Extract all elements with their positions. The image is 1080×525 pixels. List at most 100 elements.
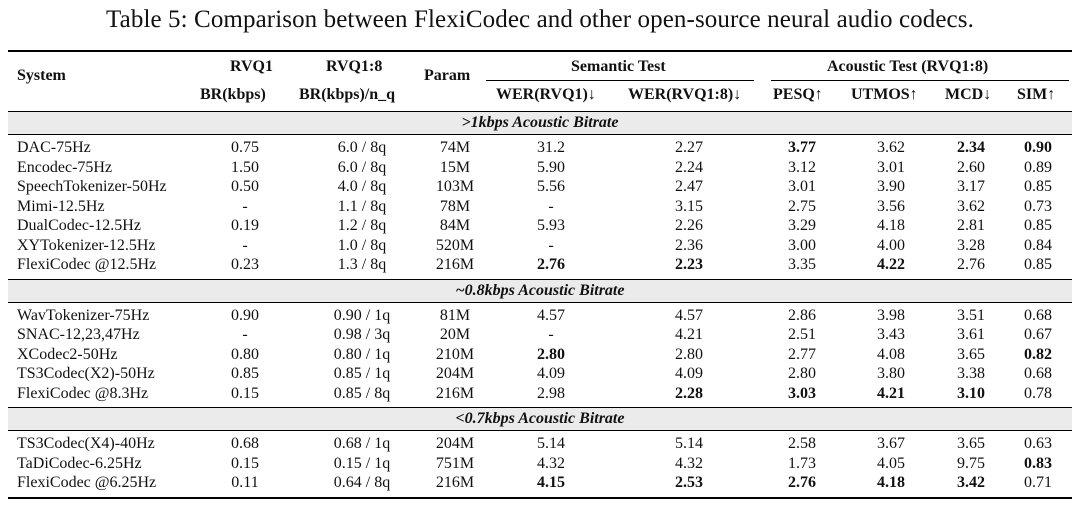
table-row: FlexiCodec @8.3Hz 0.15 0.85 / 8q 216M 2.98 2.… bbox=[8, 384, 1072, 404]
cell-rvq18: 0.64 / 8q bbox=[333, 474, 391, 491]
cell-pesq: 3.12 bbox=[788, 158, 816, 176]
table-caption: Table 5: Comparison between FlexiCodec a… bbox=[106, 6, 974, 33]
cell-mcd: 2.76 bbox=[957, 256, 985, 273]
cell-pesq: 2.76 bbox=[788, 474, 816, 491]
cell-mcd: 3.65 bbox=[957, 435, 985, 452]
cell-param: 103M bbox=[435, 178, 475, 195]
cell-rvq18: 0.80 / 1q bbox=[333, 345, 391, 363]
cell-wer18: 2.24 bbox=[675, 158, 703, 176]
group-rule bbox=[8, 407, 1072, 408]
cell-param: 81M bbox=[439, 306, 471, 324]
table-row: DualCodec-12.5Hz 0.19 1.2 / 8q 84M 5.93 2.26 3… bbox=[8, 216, 1072, 236]
header-acoustic-test: Acoustic Test (RVQ1:8) bbox=[827, 58, 989, 75]
cell-pesq: 3.03 bbox=[788, 384, 816, 402]
header-rvq18-bottom: BR(kbps)/n_q bbox=[299, 86, 396, 103]
cell-rvq18: 1.3 / 8q bbox=[337, 256, 387, 273]
header-wer-rvq18: WER(RVQ1:8)↓ bbox=[628, 86, 742, 103]
bottom-rule bbox=[8, 496, 1072, 499]
cell-rvq18: 0.68 / 1q bbox=[333, 435, 391, 452]
cell-system: TaDiCodec-6.25Hz bbox=[17, 454, 142, 472]
cell-system: XCodec2-50Hz bbox=[17, 345, 118, 363]
cell-rvq18: 6.0 / 8q bbox=[337, 158, 387, 176]
cell-pesq: 3.00 bbox=[788, 236, 816, 254]
cell-utmos: 3.98 bbox=[877, 306, 905, 324]
cell-param: 84M bbox=[439, 217, 471, 234]
cell-rvq18: 0.85 / 1q bbox=[333, 365, 391, 382]
cell-param: 210M bbox=[435, 345, 475, 363]
cell-param: 751M bbox=[435, 454, 475, 472]
cell-rvq18: 1.0 / 8q bbox=[337, 236, 387, 254]
header-utmos: UTMOS↑ bbox=[851, 86, 918, 103]
cell-sim: 0.89 bbox=[1024, 158, 1052, 176]
cell-param: 204M bbox=[435, 365, 475, 382]
cell-pesq: 3.77 bbox=[788, 139, 816, 156]
row-group: WavTokenizer-75Hz 0.90 0.90 / 1q 81M 4.57 4.5… bbox=[8, 303, 1072, 408]
cell-utmos: 3.67 bbox=[877, 435, 905, 452]
header-mcd: MCD↓ bbox=[945, 86, 992, 103]
cell-sim: 0.85 bbox=[1024, 217, 1052, 234]
cell-param: 216M bbox=[435, 256, 475, 273]
cell-system: TS3Codec(X2)-50Hz bbox=[17, 365, 155, 382]
cell-wer18: 5.14 bbox=[675, 435, 703, 452]
table-row: Encodec-75Hz 1.50 6.0 / 8q 15M 5.90 2.24 3.12 3… bbox=[8, 158, 1072, 178]
cell-pesq: 2.80 bbox=[788, 365, 816, 382]
cell-utmos: 3.80 bbox=[877, 365, 905, 382]
cell-param: 78M bbox=[439, 197, 471, 215]
cell-wer1: - bbox=[548, 197, 554, 215]
cell-wer18: 2.80 bbox=[675, 345, 703, 363]
cell-rvq1: 1.50 bbox=[231, 158, 259, 176]
cell-wer1: 2.76 bbox=[537, 256, 565, 273]
cell-mcd: 9.75 bbox=[957, 454, 985, 472]
cell-system: XYTokenizer-12.5Hz bbox=[17, 236, 156, 254]
table-row: Mimi-12.5Hz - 1.1 / 8q 78M - 3.15 2.75 3.56 3.62… bbox=[8, 197, 1072, 217]
cell-param: 216M bbox=[435, 384, 475, 402]
cell-sim: 0.84 bbox=[1024, 236, 1052, 254]
cell-wer18: 3.15 bbox=[675, 197, 703, 215]
header-pesq: PESQ↑ bbox=[773, 86, 823, 103]
cell-wer1: 5.56 bbox=[537, 178, 565, 195]
cell-rvq18: 0.85 / 8q bbox=[333, 384, 391, 402]
cell-rvq18: 1.2 / 8q bbox=[337, 217, 387, 234]
section-title: >1kbps Acoustic Bitrate bbox=[8, 112, 1072, 134]
cell-wer18: 2.28 bbox=[675, 384, 703, 402]
acoustic-underline bbox=[771, 80, 1069, 81]
cell-rvq1: - bbox=[242, 326, 248, 343]
cell-rvq1: 0.75 bbox=[231, 139, 259, 156]
cell-wer1: 4.32 bbox=[537, 454, 565, 472]
cell-wer1: 2.98 bbox=[537, 384, 565, 402]
cell-wer1: 4.09 bbox=[537, 365, 565, 382]
cell-param: 74M bbox=[439, 139, 471, 156]
header-rvq18-top: RVQ1:8 bbox=[326, 58, 383, 75]
header-sim: SIM↑ bbox=[1017, 86, 1056, 103]
cell-rvq18: 1.1 / 8q bbox=[337, 197, 387, 215]
cell-param: 216M bbox=[435, 474, 475, 491]
cell-rvq1: 0.19 bbox=[231, 217, 259, 234]
cell-pesq: 2.75 bbox=[788, 197, 816, 215]
row-group: DAC-75Hz 0.75 6.0 / 8q 74M 31.2 2.27 3.77 3.62 2… bbox=[8, 135, 1072, 279]
cell-utmos: 4.08 bbox=[877, 345, 905, 363]
table-header: System RVQ1 BR(kbps) RVQ1:8 BR(kbps)/n_q… bbox=[8, 52, 1072, 111]
cell-param: 520M bbox=[435, 236, 475, 254]
cell-rvq1: 0.23 bbox=[231, 256, 259, 273]
cell-rvq1: 0.90 bbox=[231, 306, 259, 324]
cell-rvq18: 6.0 / 8q bbox=[337, 139, 387, 156]
header-param: Param bbox=[424, 67, 471, 84]
cell-wer18: 4.57 bbox=[675, 306, 703, 324]
cell-system: FlexiCodec @6.25Hz bbox=[17, 474, 157, 491]
table-row: TS3Codec(X2)-50Hz 0.85 0.85 / 1q 204M 4.09 4.… bbox=[8, 364, 1072, 384]
table-row: DAC-75Hz 0.75 6.0 / 8q 74M 31.2 2.27 3.77 3.62 2… bbox=[8, 138, 1072, 158]
cell-wer18: 4.32 bbox=[675, 454, 703, 472]
cell-wer1: 5.90 bbox=[537, 158, 565, 176]
cell-system: Encodec-75Hz bbox=[17, 158, 113, 176]
cell-mcd: 3.62 bbox=[957, 197, 985, 215]
cell-system: TS3Codec(X4)-40Hz bbox=[17, 435, 155, 452]
cell-wer1: 4.15 bbox=[537, 474, 565, 491]
cell-wer18: 2.26 bbox=[675, 217, 703, 234]
cell-system: DualCodec-12.5Hz bbox=[17, 217, 141, 234]
cell-wer18: 4.21 bbox=[675, 326, 703, 343]
cell-pesq: 3.29 bbox=[788, 217, 816, 234]
cell-system: WavTokenizer-75Hz bbox=[17, 306, 150, 324]
table-row: XYTokenizer-12.5Hz - 1.0 / 8q 520M - 2.36 3.00… bbox=[8, 236, 1072, 256]
cell-utmos: 3.62 bbox=[877, 139, 905, 156]
cell-pesq: 2.58 bbox=[788, 435, 816, 452]
